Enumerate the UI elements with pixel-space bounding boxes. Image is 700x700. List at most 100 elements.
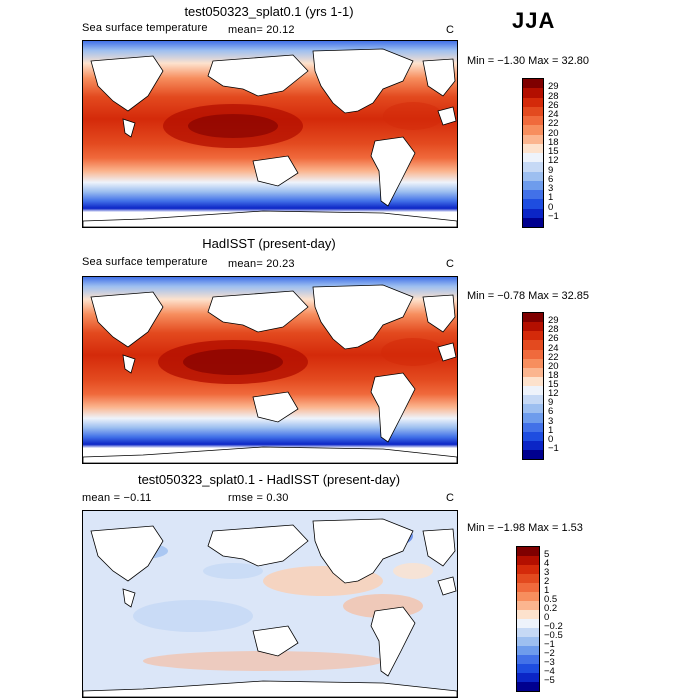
panel-3-units: C	[446, 492, 455, 504]
colorbar-swatch	[523, 97, 543, 107]
colorbar-swatch	[523, 79, 543, 89]
panel-2-map-svg	[83, 277, 457, 463]
colorbar-tick-label: 0	[544, 612, 550, 623]
colorbar-swatch	[523, 190, 543, 200]
colorbar-swatch	[523, 367, 543, 377]
colorbar-tick-label: 26	[548, 333, 559, 345]
colorbar-swatch	[523, 153, 543, 163]
colorbar-swatch	[523, 404, 543, 414]
colorbar-tick-label: 3	[548, 415, 554, 427]
panel-3-colorbar	[516, 546, 540, 692]
colorbar-tick-label: 0	[548, 201, 554, 213]
colorbar-swatch	[517, 646, 539, 655]
colorbar-swatch	[523, 422, 543, 432]
colorbar-tick-label: 3	[544, 567, 550, 578]
colorbar-tick-label: −0.2	[544, 621, 563, 632]
panel-1-map-svg	[83, 41, 457, 227]
panel-2-variable: Sea surface temperature	[82, 256, 208, 268]
colorbar-swatch	[523, 171, 543, 181]
colorbar-swatch	[517, 583, 539, 592]
colorbar-tick-label: 24	[548, 109, 559, 120]
colorbar-tick-label: 1	[548, 424, 554, 436]
colorbar-swatch	[523, 180, 543, 190]
colorbar-swatch	[517, 628, 539, 637]
colorbar-swatch	[523, 116, 543, 126]
panel-2-title: HadISST (present-day)	[202, 236, 336, 251]
colorbar-swatch	[523, 125, 543, 135]
panel-2-map	[82, 276, 458, 464]
colorbar-tick-label: 26	[548, 99, 559, 111]
panel-2-minmax: Min = −0.78 Max = 32.85	[467, 290, 589, 302]
colorbar-swatch	[523, 88, 543, 98]
colorbar-swatch	[517, 682, 539, 691]
colorbar-tick-label: 18	[548, 369, 559, 381]
colorbar-tick-label: −1	[548, 210, 559, 222]
colorbar-swatch	[523, 449, 543, 459]
colorbar-tick-label: −0.5	[544, 630, 563, 641]
colorbar-swatch	[523, 331, 543, 341]
colorbar-tick-label: 1	[548, 192, 554, 204]
colorbar-swatch	[523, 143, 543, 153]
colorbar-swatch	[523, 358, 543, 368]
panel-1-colorbar	[522, 78, 544, 228]
colorbar-swatch	[523, 431, 543, 441]
colorbar-swatch	[523, 106, 543, 116]
panel-3-colorbar-labels: 5 4 3 2 1 0.5 0.2 0 −0.2 −0.5 −1 −2 −3 −4 −5	[544, 546, 594, 690]
colorbar-swatch	[517, 556, 539, 565]
panel-1-minmax: Min = −1.30 Max = 32.80	[467, 55, 589, 67]
colorbar-tick-label: 0	[548, 433, 554, 445]
colorbar-tick-label: 28	[548, 324, 559, 336]
colorbar-swatch	[517, 547, 539, 556]
colorbar-tick-label: 3	[548, 183, 554, 194]
colorbar-tick-label: 20	[548, 127, 559, 139]
colorbar-tick-label: 12	[548, 155, 559, 167]
colorbar-swatch	[523, 376, 543, 386]
colorbar-tick-label: 22	[548, 118, 559, 130]
colorbar-tick-label: 22	[548, 351, 559, 363]
colorbar-tick-label: 15	[548, 146, 559, 157]
colorbar-swatch	[517, 619, 539, 628]
colorbar-swatch	[523, 349, 543, 359]
colorbar-tick-label: 15	[548, 379, 559, 390]
colorbar-swatch	[517, 565, 539, 574]
panel-1-units: C	[446, 24, 455, 36]
season-label: JJA	[512, 8, 556, 33]
colorbar-tick-label: 9	[548, 397, 554, 409]
colorbar-swatch	[523, 413, 543, 423]
colorbar-swatch	[517, 592, 539, 601]
colorbar-swatch	[517, 637, 539, 646]
colorbar-tick-label: 20	[548, 360, 559, 372]
panel-1-mean: mean= 20.12	[228, 24, 295, 36]
colorbar-swatch	[517, 610, 539, 619]
panel-1-variable: Sea surface temperature	[82, 22, 208, 34]
panel-1-map	[82, 40, 458, 228]
colorbar-swatch	[517, 655, 539, 664]
panel-3-rmse: rmse = 0.30	[228, 492, 289, 504]
panel-3-mean: mean = −0.11	[82, 492, 152, 504]
colorbar-tick-label: 6	[548, 406, 554, 418]
panel-3-map-svg	[83, 511, 457, 697]
colorbar-swatch	[523, 313, 543, 323]
panel-2-colorbar-labels: 29 28 26 24 22 20 18 15 12 9 6 3 1 0 −1	[548, 312, 588, 458]
colorbar-swatch	[523, 340, 543, 350]
colorbar-swatch	[523, 395, 543, 405]
panel-3-minmax: Min = −1.98 Max = 1.53	[467, 522, 583, 534]
colorbar-swatch	[523, 162, 543, 172]
colorbar-swatch	[523, 208, 543, 218]
colorbar-swatch	[523, 217, 543, 227]
colorbar-tick-label: 1	[544, 585, 550, 596]
panel-1-title: test050323_splat0.1 (yrs 1-1)	[184, 4, 354, 19]
colorbar-swatch	[523, 440, 543, 450]
colorbar-tick-label: −1	[548, 442, 559, 454]
colorbar-tick-label: 6	[548, 173, 554, 185]
colorbar-swatch	[523, 386, 543, 396]
colorbar-tick-label: −4	[544, 666, 555, 677]
colorbar-tick-label: 4	[544, 558, 550, 569]
colorbar-tick-label: 24	[548, 342, 559, 354]
panel-2-colorbar	[522, 312, 544, 460]
panel-2-mean: mean= 20.23	[228, 258, 295, 270]
panel-1-colorbar-labels: 29 28 26 24 22 20 18 15 12 9 6 3 1 0 −1	[548, 78, 588, 226]
colorbar-swatch	[523, 199, 543, 209]
colorbar-tick-label: 2	[544, 576, 550, 587]
colorbar-tick-label: 29	[548, 81, 559, 93]
